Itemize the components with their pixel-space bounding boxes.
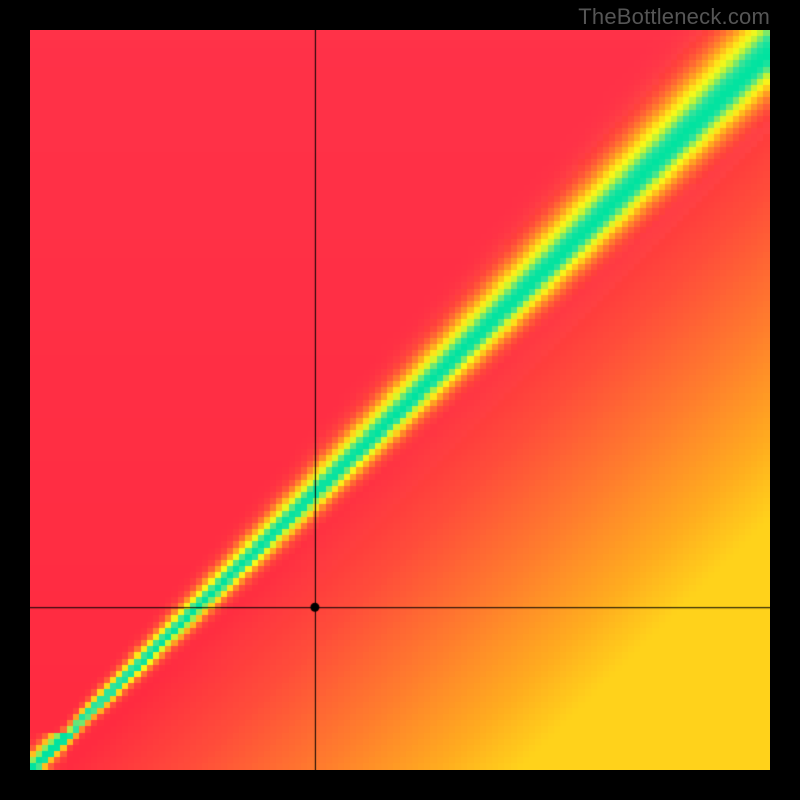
chart-container: TheBottleneck.com — [0, 0, 800, 800]
heatmap-canvas — [30, 30, 770, 770]
watermark-text: TheBottleneck.com — [578, 4, 770, 30]
